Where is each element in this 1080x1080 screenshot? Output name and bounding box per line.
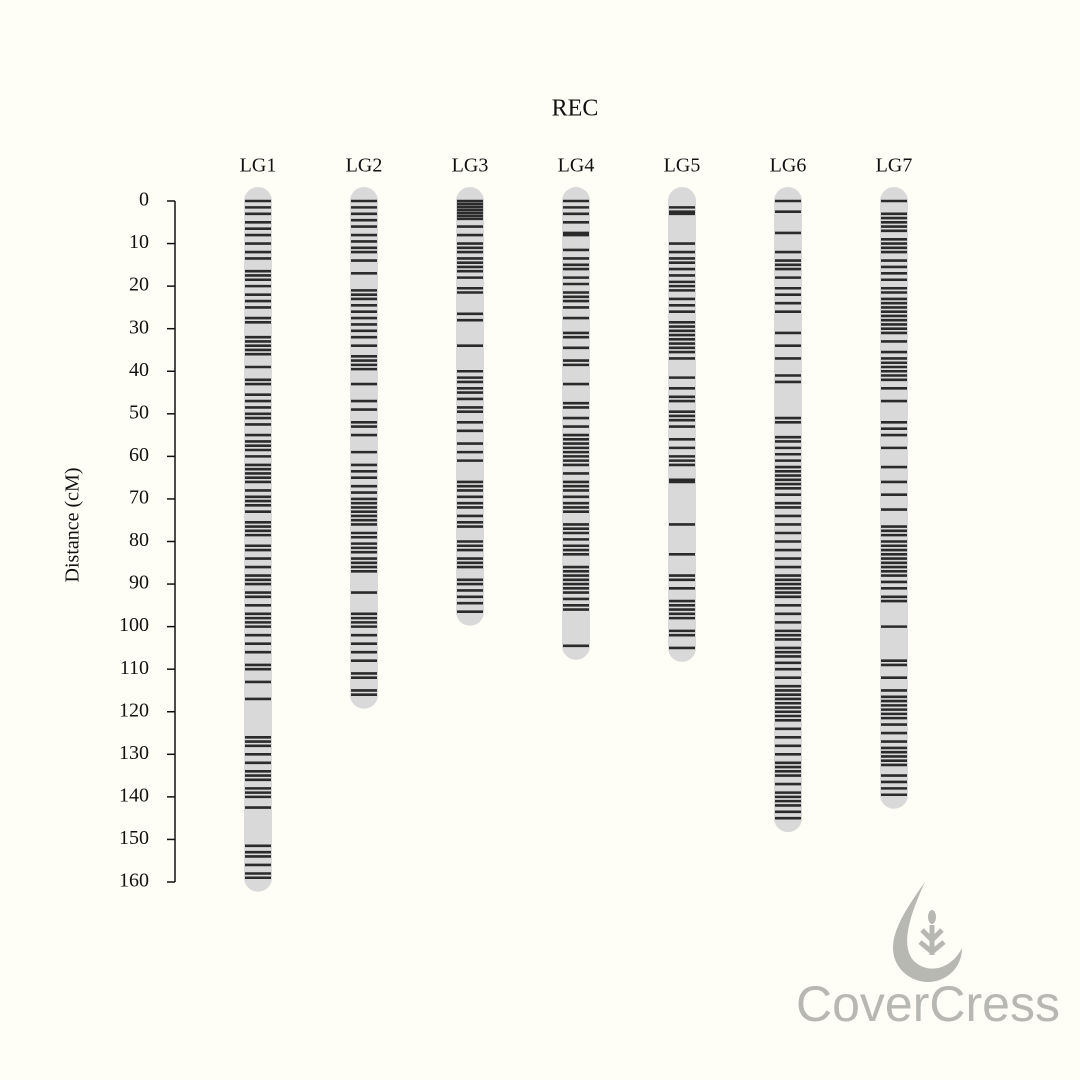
y-tick-label: 50 (129, 401, 149, 423)
group-label: LG1 (240, 155, 277, 177)
chromosome-bar (244, 187, 272, 892)
y-tick-label: 120 (119, 699, 149, 721)
chromosome-bar (350, 187, 378, 709)
chromosome-bar (562, 187, 590, 660)
y-tick-label: 30 (129, 316, 149, 338)
y-tick-label: 70 (129, 487, 149, 509)
y-tick-label: 60 (129, 444, 149, 466)
y-tick-label: 80 (129, 529, 149, 551)
y-tick-label: 40 (129, 359, 149, 381)
y-tick-label: 20 (129, 274, 149, 296)
chart-title: REC (552, 96, 599, 122)
y-axis-label: Distance (cM) (62, 468, 84, 583)
group-label: LG6 (770, 155, 807, 177)
y-tick-label: 130 (119, 742, 149, 764)
group-label: LG3 (452, 155, 489, 177)
chromosome-bar (774, 187, 802, 833)
group-label: LG4 (558, 155, 595, 177)
y-tick-label: 160 (119, 870, 149, 892)
watermark: CoverCress (796, 976, 1060, 1032)
group-label: LG2 (346, 155, 383, 177)
group-label: LG5 (664, 155, 701, 177)
y-tick-label: 0 (139, 189, 149, 211)
y-tick-label: 90 (129, 572, 149, 594)
y-tick-label: 140 (119, 784, 149, 806)
y-tick-label: 110 (120, 657, 149, 679)
group-label: LG7 (876, 155, 913, 177)
logo (893, 882, 962, 982)
y-tick-label: 150 (119, 827, 149, 849)
y-tick-label: 10 (129, 231, 149, 253)
y-tick-label: 100 (119, 614, 149, 636)
